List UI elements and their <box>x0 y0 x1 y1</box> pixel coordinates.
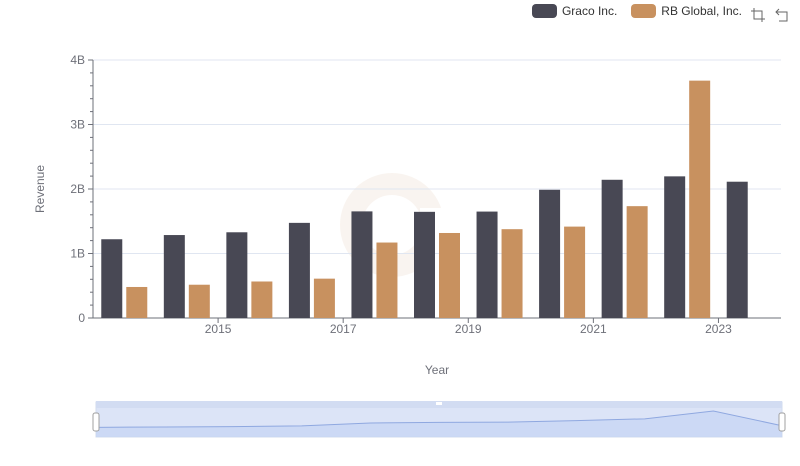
bar-1-2017 <box>313 278 335 318</box>
bar-1-2018 <box>376 242 398 318</box>
restore-icon[interactable] <box>774 7 790 23</box>
x-tick-label: 2015 <box>205 322 232 336</box>
zoom-handle-right <box>778 412 786 432</box>
y-axis-title: Revenue <box>33 165 47 213</box>
legend-swatch-graco <box>531 4 557 18</box>
bar-0-2015 <box>163 235 185 318</box>
toolbox <box>750 7 790 23</box>
y-tick-label: 0 <box>78 311 85 325</box>
bar-0-2022 <box>601 179 623 318</box>
bar-0-2017 <box>288 222 310 318</box>
legend: Graco Inc. RB Global, Inc. <box>531 4 742 18</box>
zoom-handle-left <box>92 412 100 432</box>
legend-label-graco: Graco Inc. <box>561 4 618 18</box>
zoom-preview-area <box>96 411 782 437</box>
bar-1-2022 <box>626 206 648 318</box>
bar-0-2020 <box>476 211 498 318</box>
bar-0-2019 <box>414 211 435 318</box>
y-tick-label: 3B <box>70 118 85 132</box>
y-tick-label: 1B <box>70 247 85 261</box>
bar-0-2014 <box>101 239 123 318</box>
bar-0-2024 <box>726 181 748 318</box>
bar-0-2016 <box>226 232 248 318</box>
x-tick-label: 2019 <box>455 322 482 336</box>
bar-0-2023 <box>664 176 686 318</box>
zoom-preview-line <box>95 410 783 428</box>
bar-1-2023 <box>689 80 711 318</box>
bar-1-2019 <box>439 232 460 318</box>
legend-swatch-rb-global <box>631 4 657 18</box>
x-tick-label: 2021 <box>580 322 607 336</box>
legend-item-rb-global[interactable]: RB Global, Inc. <box>631 4 742 18</box>
data-zoom-slider[interactable] <box>92 401 786 438</box>
y-tick-label: 2B <box>70 182 85 196</box>
bar-1-2020 <box>501 229 523 318</box>
bar-1-2016 <box>251 281 273 318</box>
zoom-icon[interactable] <box>750 7 766 23</box>
x-tick-label: 2023 <box>705 322 732 336</box>
x-tick-label: 2017 <box>330 322 357 336</box>
x-axis-title: Year <box>425 363 449 377</box>
bar-0-2018 <box>351 211 373 318</box>
legend-item-graco[interactable]: Graco Inc. <box>531 4 618 18</box>
bar-1-2015 <box>188 284 210 318</box>
bar-0-2021 <box>539 189 561 318</box>
legend-label-rb-global: RB Global, Inc. <box>661 4 742 18</box>
y-tick-label: 4B <box>70 53 85 67</box>
bar-1-2021 <box>564 226 586 318</box>
zoom-move-grip <box>436 402 442 405</box>
bar-1-2014 <box>126 286 148 318</box>
